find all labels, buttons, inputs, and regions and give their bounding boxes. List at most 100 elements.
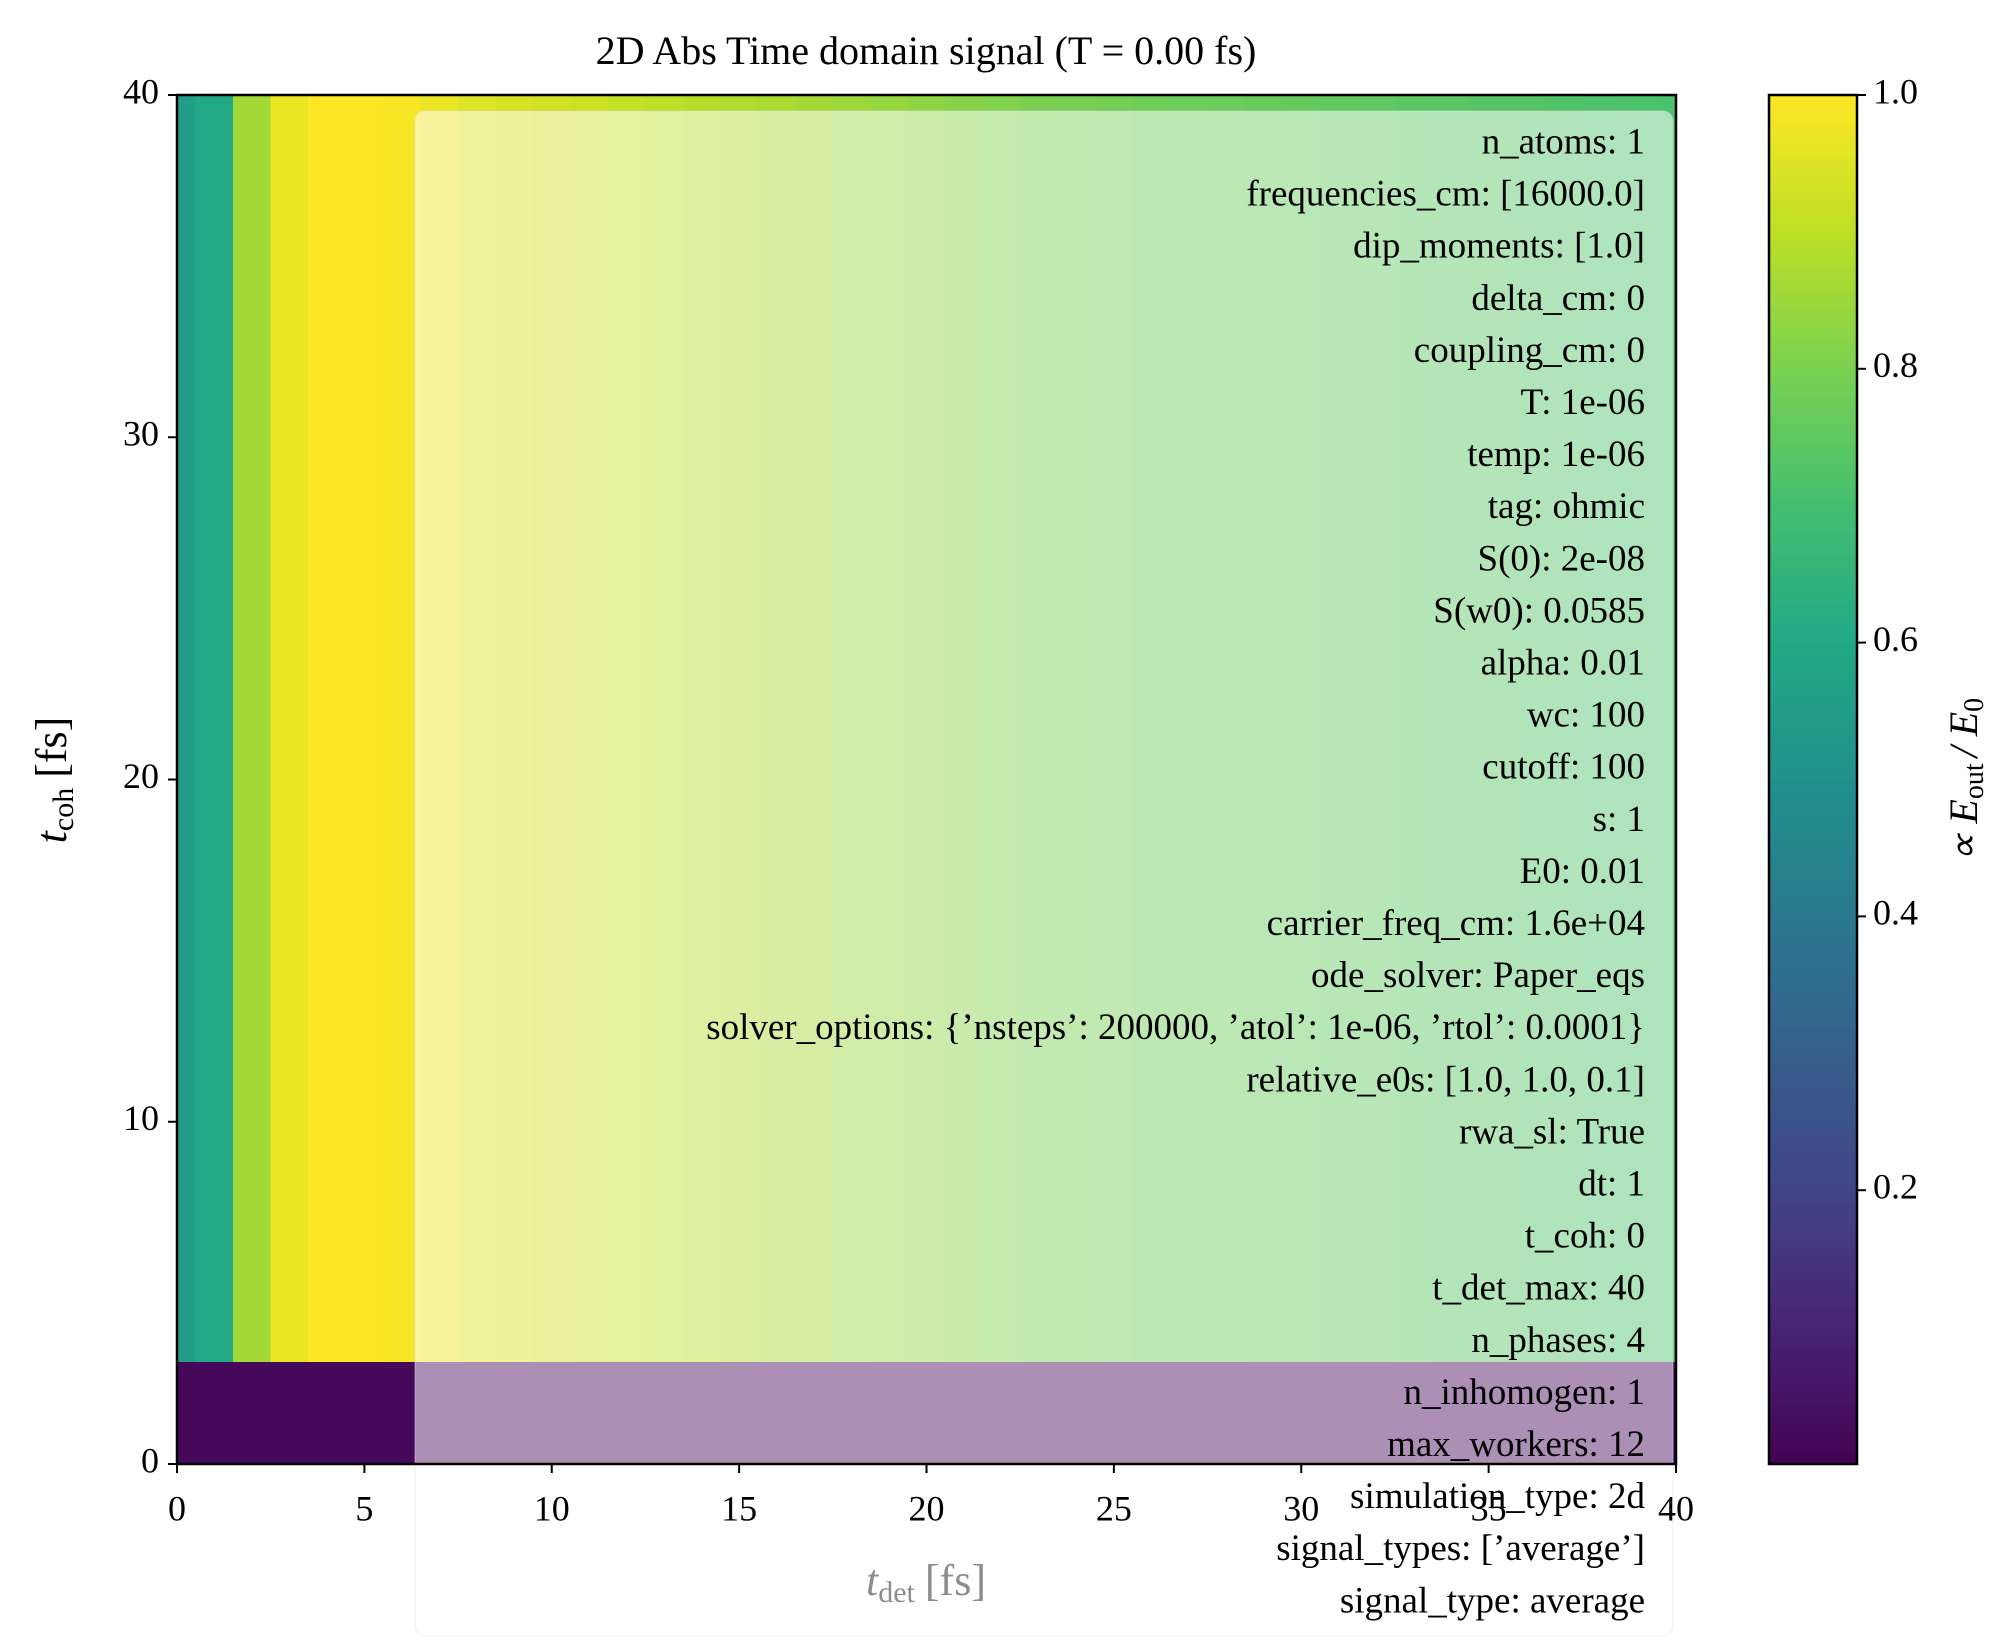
- colorbar-slice: [1769, 416, 1857, 425]
- colorbar-slice: [1769, 1210, 1857, 1219]
- heatmap-cell: [270, 813, 309, 883]
- heatmap-cell: [270, 1292, 309, 1362]
- annotation-line: n_atoms: 1: [1482, 121, 1645, 162]
- colorbar-slice: [1769, 1121, 1857, 1130]
- heatmap-cell: [177, 882, 197, 952]
- annotation-line: alpha: 0.01: [1481, 642, 1645, 683]
- colorbar-slice: [1769, 266, 1857, 274]
- colorbar-slice: [1769, 868, 1857, 876]
- colorbar-slice: [1769, 793, 1857, 801]
- annotation-line: dt: 1: [1578, 1163, 1645, 1204]
- colorbar-slice: [1769, 498, 1857, 507]
- colorbar-slice: [1769, 738, 1857, 746]
- colorbar-slice: [1769, 122, 1857, 130]
- colorbar-slice: [1769, 957, 1857, 965]
- colorbar-slice: [1769, 519, 1857, 527]
- colorbar-slice: [1769, 895, 1857, 904]
- colorbar-slice: [1769, 1436, 1857, 1445]
- colorbar-slice: [1769, 731, 1857, 740]
- heatmap-cell: [308, 471, 347, 541]
- colorbar-slice: [1769, 389, 1857, 397]
- heatmap-cell: [195, 1224, 234, 1294]
- heatmap-cell: [177, 471, 197, 541]
- heatmap-cell: [345, 608, 384, 678]
- heatmap-cell: [308, 882, 347, 952]
- heatmap-cell: [270, 266, 309, 336]
- heatmap-cell: [308, 1019, 347, 1089]
- annotation-line: cutoff: 100: [1482, 747, 1645, 788]
- colorbar-slice: [1769, 526, 1857, 534]
- heatmap-cell: [270, 608, 309, 678]
- y-label-var: t: [27, 829, 76, 843]
- colorbar-slice: [1769, 772, 1857, 781]
- colorbar-slice: [1769, 1306, 1857, 1315]
- colorbar-slice: [1769, 1190, 1857, 1198]
- annotation-line: T: 1e-06: [1520, 382, 1645, 423]
- heatmap-cell: [195, 1292, 234, 1362]
- y-tick-label: 30: [123, 414, 159, 454]
- colorbar-slice: [1769, 964, 1857, 972]
- colorbar-slice: [1769, 758, 1857, 767]
- annotation-line: carrier_freq_cm: 1.6e+04: [1267, 903, 1645, 944]
- colorbar-slice: [1769, 841, 1857, 849]
- heatmap-cell: [270, 676, 309, 746]
- heatmap-cell: [195, 471, 234, 541]
- heatmap-cell: [177, 1019, 197, 1089]
- heatmap-cell: [233, 403, 272, 473]
- colorbar-slice: [1769, 1114, 1857, 1123]
- colorbar-slice: [1769, 683, 1857, 692]
- heatmap-cell: [195, 745, 234, 815]
- heatmap-cell: [195, 129, 234, 199]
- colorbar-slice: [1769, 1183, 1857, 1191]
- colorbar-slice: [1769, 341, 1857, 349]
- heatmap-cell: [195, 882, 234, 952]
- colorbar-slice: [1769, 142, 1857, 151]
- colorbar-slice: [1769, 539, 1857, 548]
- colorbar-slice: [1769, 546, 1857, 555]
- heatmap-cell: [195, 1429, 234, 1465]
- y-tick-label: 40: [123, 71, 159, 111]
- heatmap-cell: [308, 1224, 347, 1294]
- colorbar-slice: [1769, 622, 1857, 630]
- heatmap-cell: [177, 608, 197, 678]
- heatmap-cell: [270, 471, 309, 541]
- colorbar-slice: [1769, 1025, 1857, 1034]
- heatmap-cell: [345, 471, 384, 541]
- heatmap-cell: [345, 334, 384, 404]
- colorbar-slice: [1769, 1231, 1857, 1239]
- colorbar-slice: [1769, 1354, 1857, 1362]
- colorbar-slice: [1769, 156, 1857, 165]
- x-tick-label: 0: [168, 1488, 186, 1528]
- heatmap-cell: [195, 608, 234, 678]
- heatmap-cell: [345, 403, 384, 473]
- annotation-background: [414, 110, 1674, 1637]
- colorbar-slice: [1769, 752, 1857, 760]
- heatmap-cell: [177, 676, 197, 746]
- cbar-label-sub2: 0: [1959, 698, 1990, 712]
- colorbar-slice: [1769, 183, 1857, 192]
- colorbar-slice: [1769, 628, 1857, 637]
- colorbar-slice: [1769, 505, 1857, 514]
- colorbar-slice: [1769, 943, 1857, 952]
- heatmap-cell: [345, 539, 384, 609]
- cbar-label-main: ∝ E: [1941, 799, 1986, 862]
- colorbar-slice: [1769, 1361, 1857, 1369]
- colorbar-slice: [1769, 471, 1857, 479]
- colorbar-slice: [1769, 875, 1857, 883]
- colorbar-slice: [1769, 108, 1857, 117]
- heatmap-cell: [345, 1224, 384, 1294]
- colorbar-slice: [1769, 1101, 1857, 1109]
- colorbar-slice: [1769, 827, 1857, 835]
- colorbar-slice: [1769, 334, 1857, 343]
- colorbar-slice: [1769, 396, 1857, 404]
- heatmap-cell: [233, 197, 272, 267]
- colorbar-slice: [1769, 916, 1857, 924]
- heatmap-cell: [270, 950, 309, 1020]
- heatmap-cell: [345, 1155, 384, 1226]
- colorbar-tick-label: 0.2: [1873, 1166, 1918, 1206]
- heatmap-cell: [345, 950, 384, 1020]
- heatmap-cell: [308, 745, 347, 815]
- colorbar-frame: [1767, 93, 1859, 1466]
- colorbar-slice: [1769, 231, 1857, 240]
- heatmap-cell: [177, 1361, 197, 1431]
